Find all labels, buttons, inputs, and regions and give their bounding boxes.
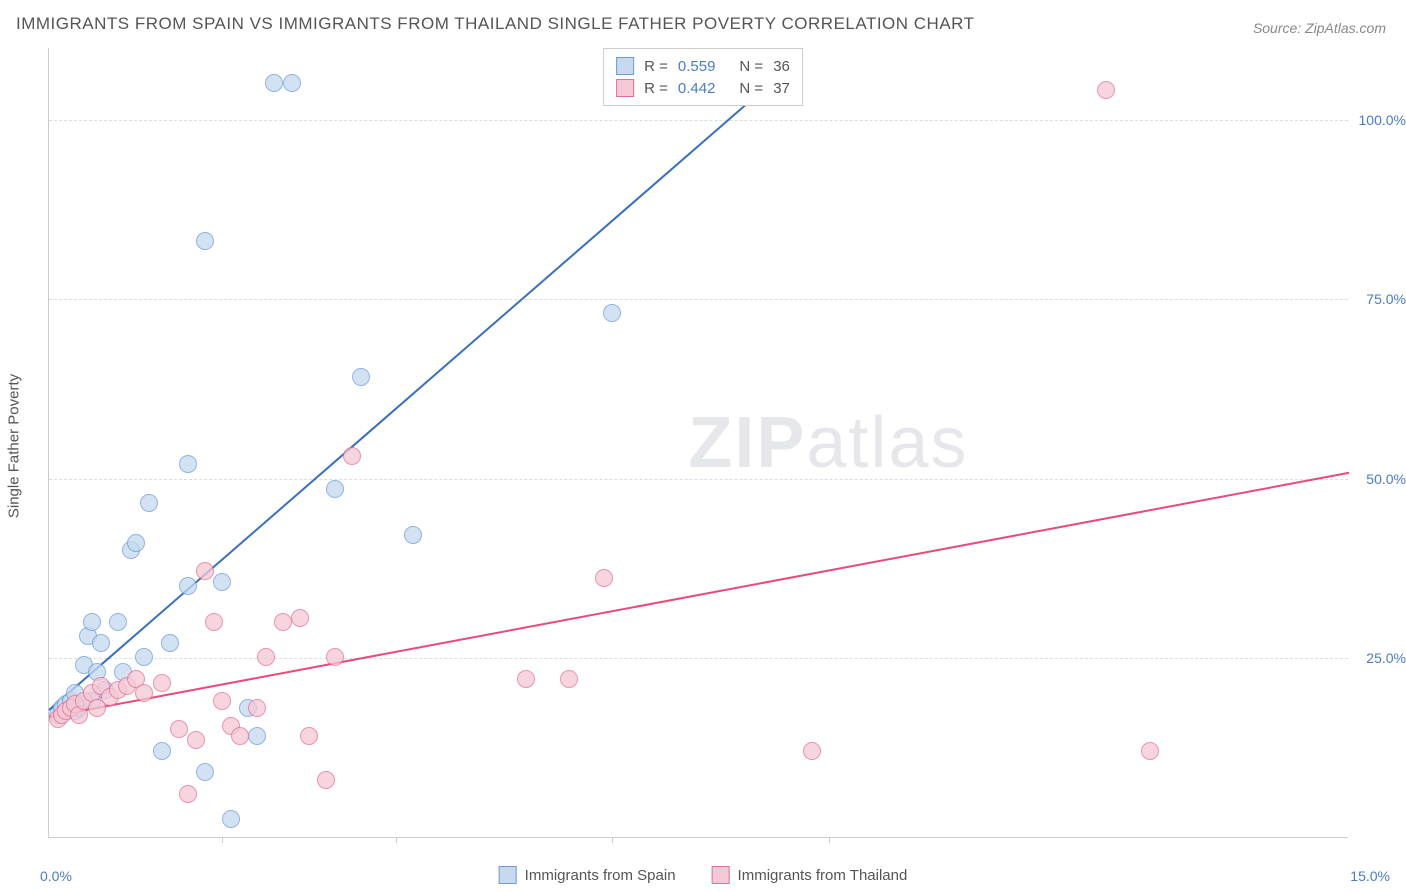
data-point [1097,81,1115,99]
data-point [1141,742,1159,760]
data-point [213,692,231,710]
r-value: 0.442 [678,80,716,97]
data-point [135,684,153,702]
data-point [196,562,214,580]
data-point [803,742,821,760]
r-label: R = [644,58,668,75]
legend-item: Immigrants from Thailand [712,866,908,884]
data-point [248,699,266,717]
n-value: 36 [773,58,790,75]
data-point [317,771,335,789]
gridline [49,658,1348,659]
plot-area: ZIPatlas 25.0%50.0%75.0%100.0% [48,48,1348,838]
legend-swatch [712,866,730,884]
trend-line [49,472,1349,718]
data-point [179,577,197,595]
y-tick-label: 75.0% [1366,291,1406,307]
data-point [248,727,266,745]
data-point [127,534,145,552]
data-point [83,613,101,631]
y-tick-label: 25.0% [1366,650,1406,666]
data-point [291,609,309,627]
data-point [231,727,249,745]
x-tick-mark [612,837,613,843]
chart-container: IMMIGRANTS FROM SPAIN VS IMMIGRANTS FROM… [0,0,1406,892]
chart-title: IMMIGRANTS FROM SPAIN VS IMMIGRANTS FROM… [16,14,975,34]
data-point [179,455,197,473]
legend-swatch [499,866,517,884]
data-point [265,74,283,92]
legend-row: R = 0.559 N = 36 [616,55,790,77]
data-point [300,727,318,745]
legend-row: R = 0.442 N = 37 [616,77,790,99]
data-point [257,648,275,666]
data-point [343,447,361,465]
n-label: N = [739,80,763,97]
data-point [517,670,535,688]
r-label: R = [644,80,668,97]
y-tick-label: 100.0% [1359,112,1406,128]
x-axis-min-label: 0.0% [40,868,72,884]
data-point [213,573,231,591]
watermark: ZIPatlas [688,402,968,484]
data-point [283,74,301,92]
source-attribution: Source: ZipAtlas.com [1253,20,1386,36]
data-point [153,674,171,692]
gridline [49,120,1348,121]
x-axis-max-label: 15.0% [1350,868,1390,884]
data-point [92,634,110,652]
x-tick-mark [396,837,397,843]
legend-item: Immigrants from Spain [499,866,676,884]
data-point [205,613,223,631]
n-label: N = [739,58,763,75]
data-point [404,526,422,544]
data-point [352,368,370,386]
data-point [595,569,613,587]
x-tick-mark [222,837,223,843]
data-point [109,613,127,631]
data-point [187,731,205,749]
legend-series-name: Immigrants from Thailand [738,867,908,884]
correlation-legend: R = 0.559 N = 36 R = 0.442 N = 37 [603,48,803,106]
gridline [49,299,1348,300]
data-point [153,742,171,760]
series-legend: Immigrants from Spain Immigrants from Tha… [499,866,908,884]
data-point [222,810,240,828]
data-point [140,494,158,512]
legend-swatch [616,57,634,75]
data-point [560,670,578,688]
data-point [161,634,179,652]
data-point [179,785,197,803]
gridline [49,479,1348,480]
data-point [170,720,188,738]
data-point [196,763,214,781]
trend-line [48,84,769,710]
data-point [326,648,344,666]
y-axis-label: Single Father Poverty [6,374,23,518]
legend-series-name: Immigrants from Spain [525,867,676,884]
data-point [196,232,214,250]
data-point [135,648,153,666]
data-point [326,480,344,498]
x-tick-mark [829,837,830,843]
n-value: 37 [773,80,790,97]
legend-swatch [616,79,634,97]
data-point [274,613,292,631]
y-tick-label: 50.0% [1366,471,1406,487]
data-point [603,304,621,322]
r-value: 0.559 [678,58,716,75]
